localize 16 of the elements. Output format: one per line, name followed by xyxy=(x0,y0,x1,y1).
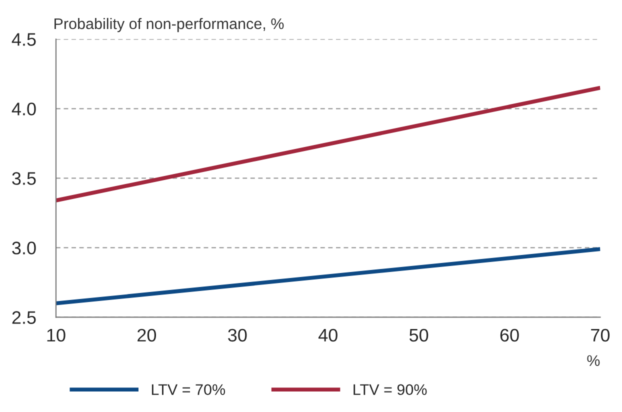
x-tick-label: 70 xyxy=(591,328,610,342)
x-tick-label: 50 xyxy=(409,328,428,342)
legend-label: LTV = 70% xyxy=(152,384,226,396)
x-tick-label: 40 xyxy=(318,328,338,342)
y-tick-label: 4.5 xyxy=(12,33,36,46)
x-tick-label: 60 xyxy=(500,328,519,342)
y-tick-label: 3.5 xyxy=(12,172,36,185)
x-tick-label: 10 xyxy=(47,328,66,342)
x-tick-label: 20 xyxy=(138,328,156,342)
y-axis-title: Probability of non-performance, % xyxy=(54,18,284,32)
y-tick-label: 2.5 xyxy=(12,311,36,324)
y-tick-label: 3.0 xyxy=(12,242,36,254)
legend-label: LTV = 90% xyxy=(354,384,427,396)
x-tick-label: 30 xyxy=(228,328,247,342)
y-tick-label: 4.0 xyxy=(12,102,36,116)
x-axis-title: % xyxy=(587,355,600,366)
